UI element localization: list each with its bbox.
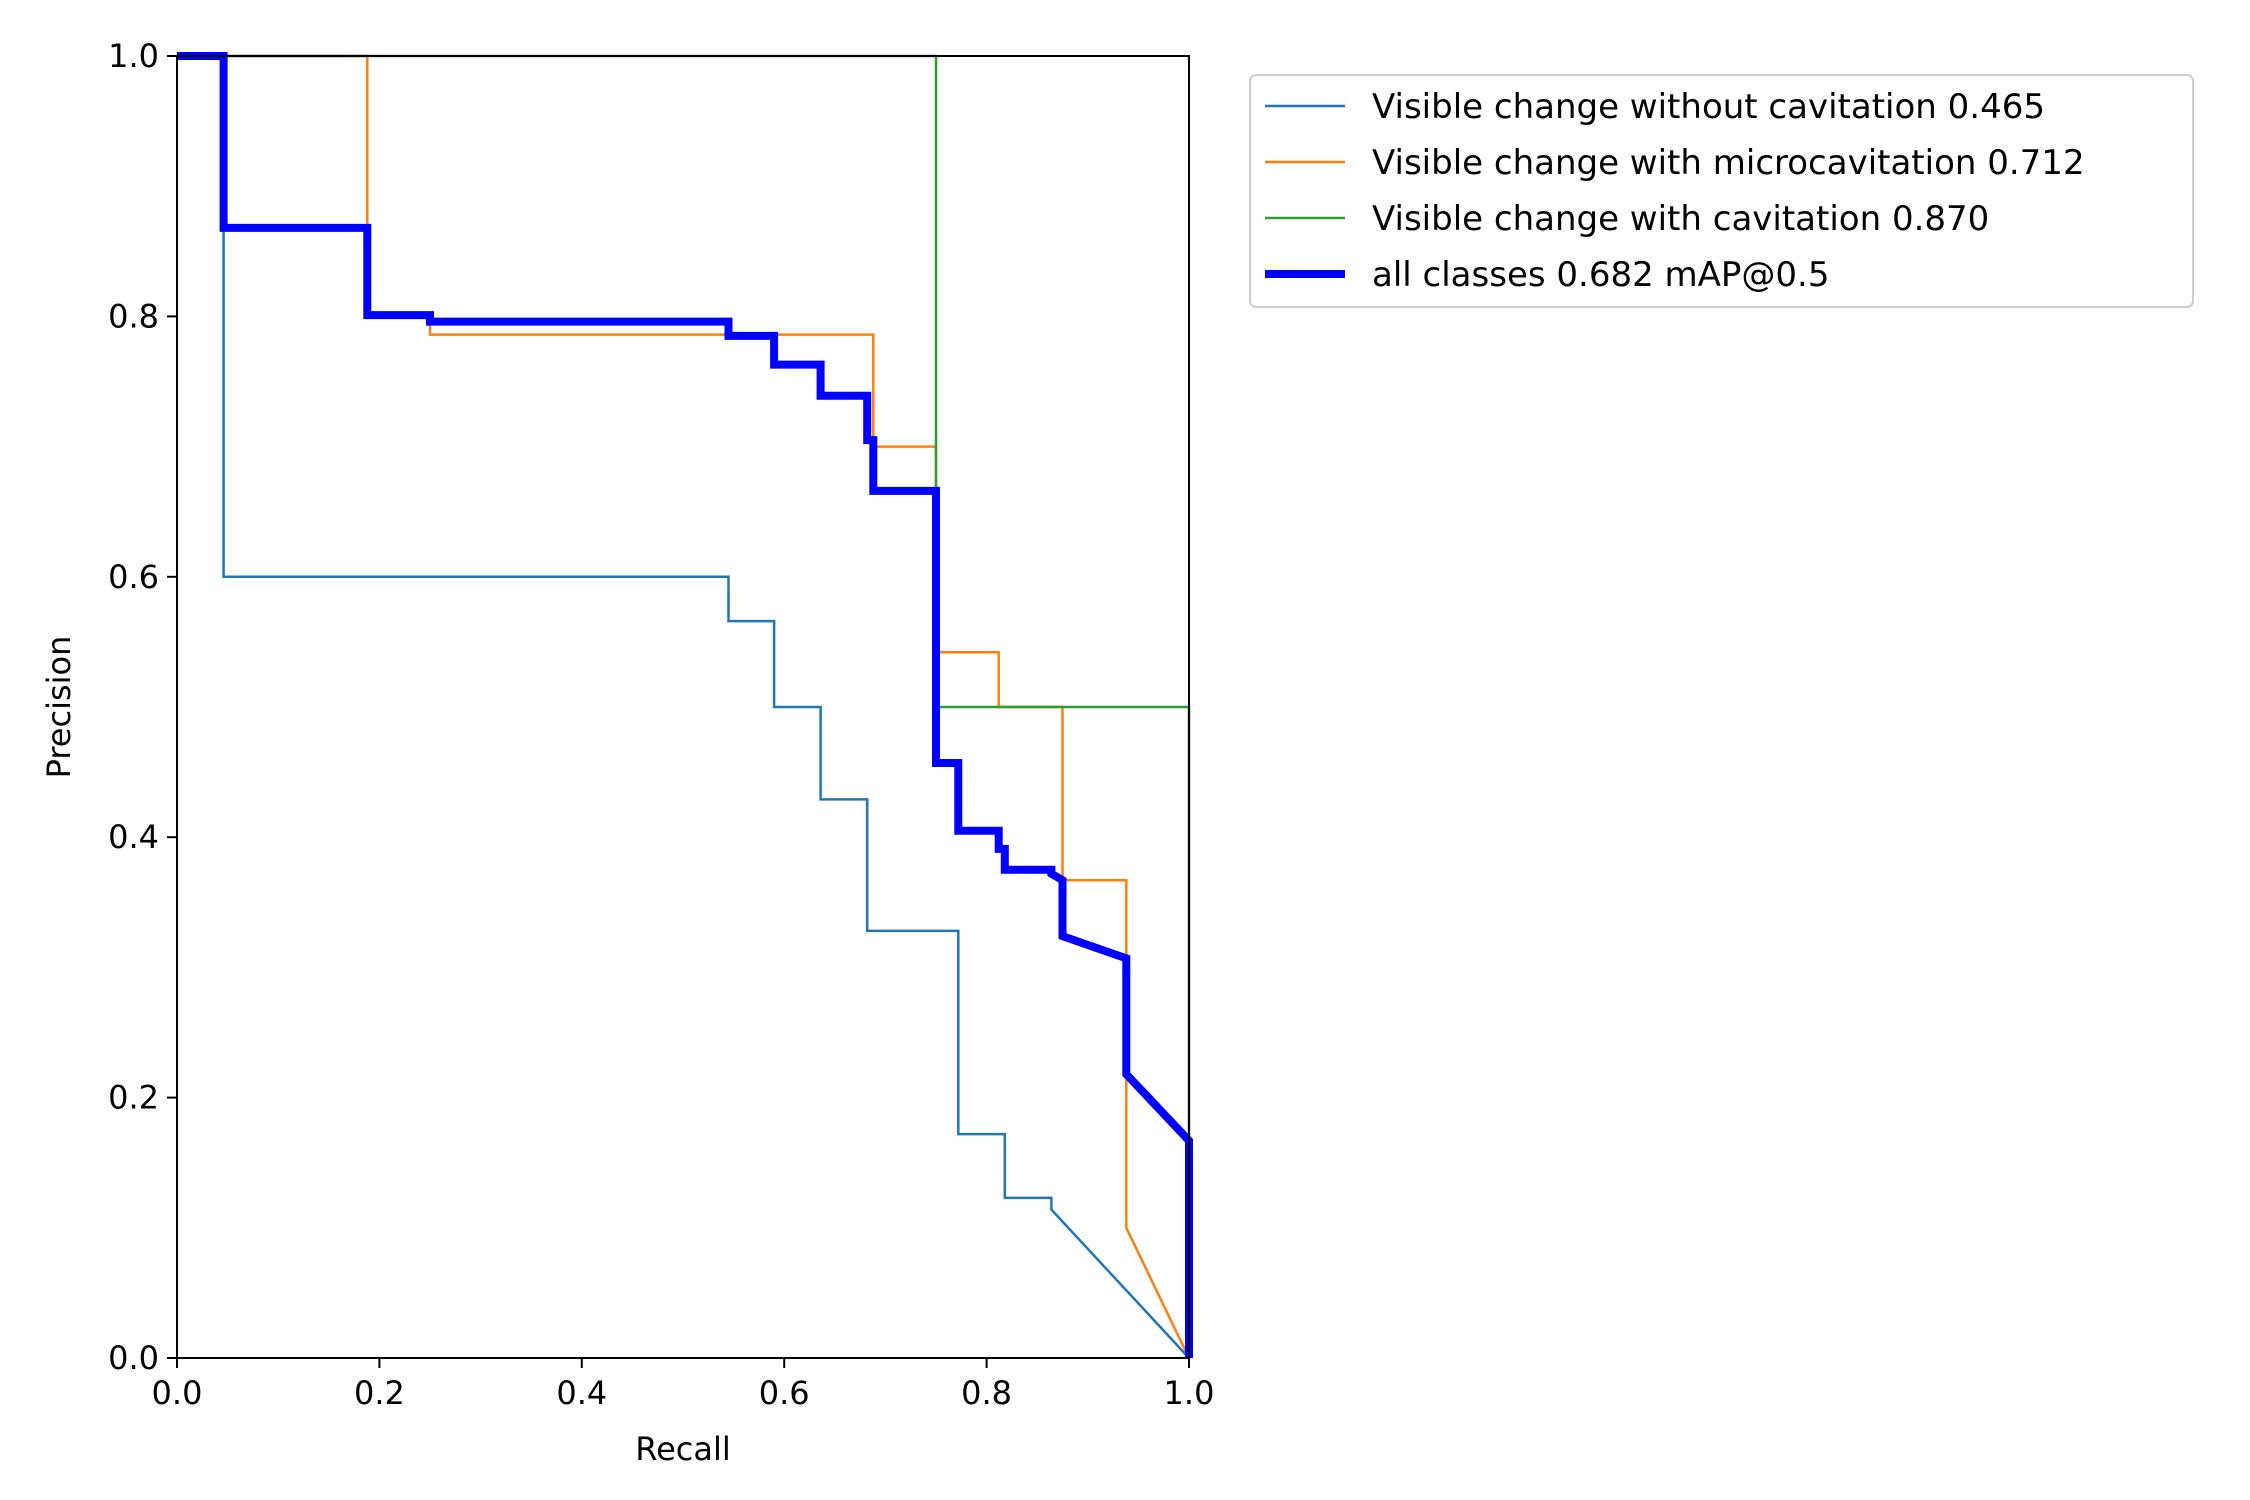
x-tick-label: 0.0 bbox=[152, 1374, 203, 1412]
y-tick-label: 0.2 bbox=[108, 1079, 159, 1117]
legend-label-0: Visible change without cavitation 0.465 bbox=[1372, 87, 2045, 127]
legend: Visible change without cavitation 0.465 V… bbox=[1249, 74, 2194, 308]
y-tick-label: 0.4 bbox=[108, 818, 159, 856]
legend-label-3: all classes 0.682 mAP@0.5 bbox=[1372, 255, 1829, 295]
legend-label-2: Visible change with cavitation 0.870 bbox=[1372, 199, 1989, 239]
y-tick-label: 0.8 bbox=[108, 297, 159, 335]
x-tick-label: 0.4 bbox=[556, 1374, 607, 1412]
x-tick-label: 0.8 bbox=[961, 1374, 1012, 1412]
y-tick-label: 0.0 bbox=[108, 1339, 159, 1377]
y-tick-label: 1.0 bbox=[108, 37, 159, 75]
plot-frame bbox=[176, 55, 1190, 1359]
x-tick-label: 0.2 bbox=[354, 1374, 405, 1412]
y-axis: 0.0 0.2 0.4 0.6 0.8 1.0 bbox=[108, 37, 177, 1377]
y-tick-label: 0.6 bbox=[108, 558, 159, 596]
x-axis: 0.0 0.2 0.4 0.6 0.8 1.0 bbox=[152, 1358, 1215, 1412]
x-tick-label: 1.0 bbox=[1164, 1374, 1215, 1412]
series-line-3 bbox=[177, 52, 1193, 1358]
y-axis-label: Precision bbox=[40, 636, 78, 779]
legend-label-1: Visible change with microcavitation 0.71… bbox=[1372, 143, 2085, 183]
x-axis-label: Recall bbox=[635, 1430, 730, 1468]
series-line-0 bbox=[177, 54, 1190, 1359]
legend-frame bbox=[1249, 74, 2194, 308]
x-tick-label: 0.6 bbox=[759, 1374, 810, 1412]
